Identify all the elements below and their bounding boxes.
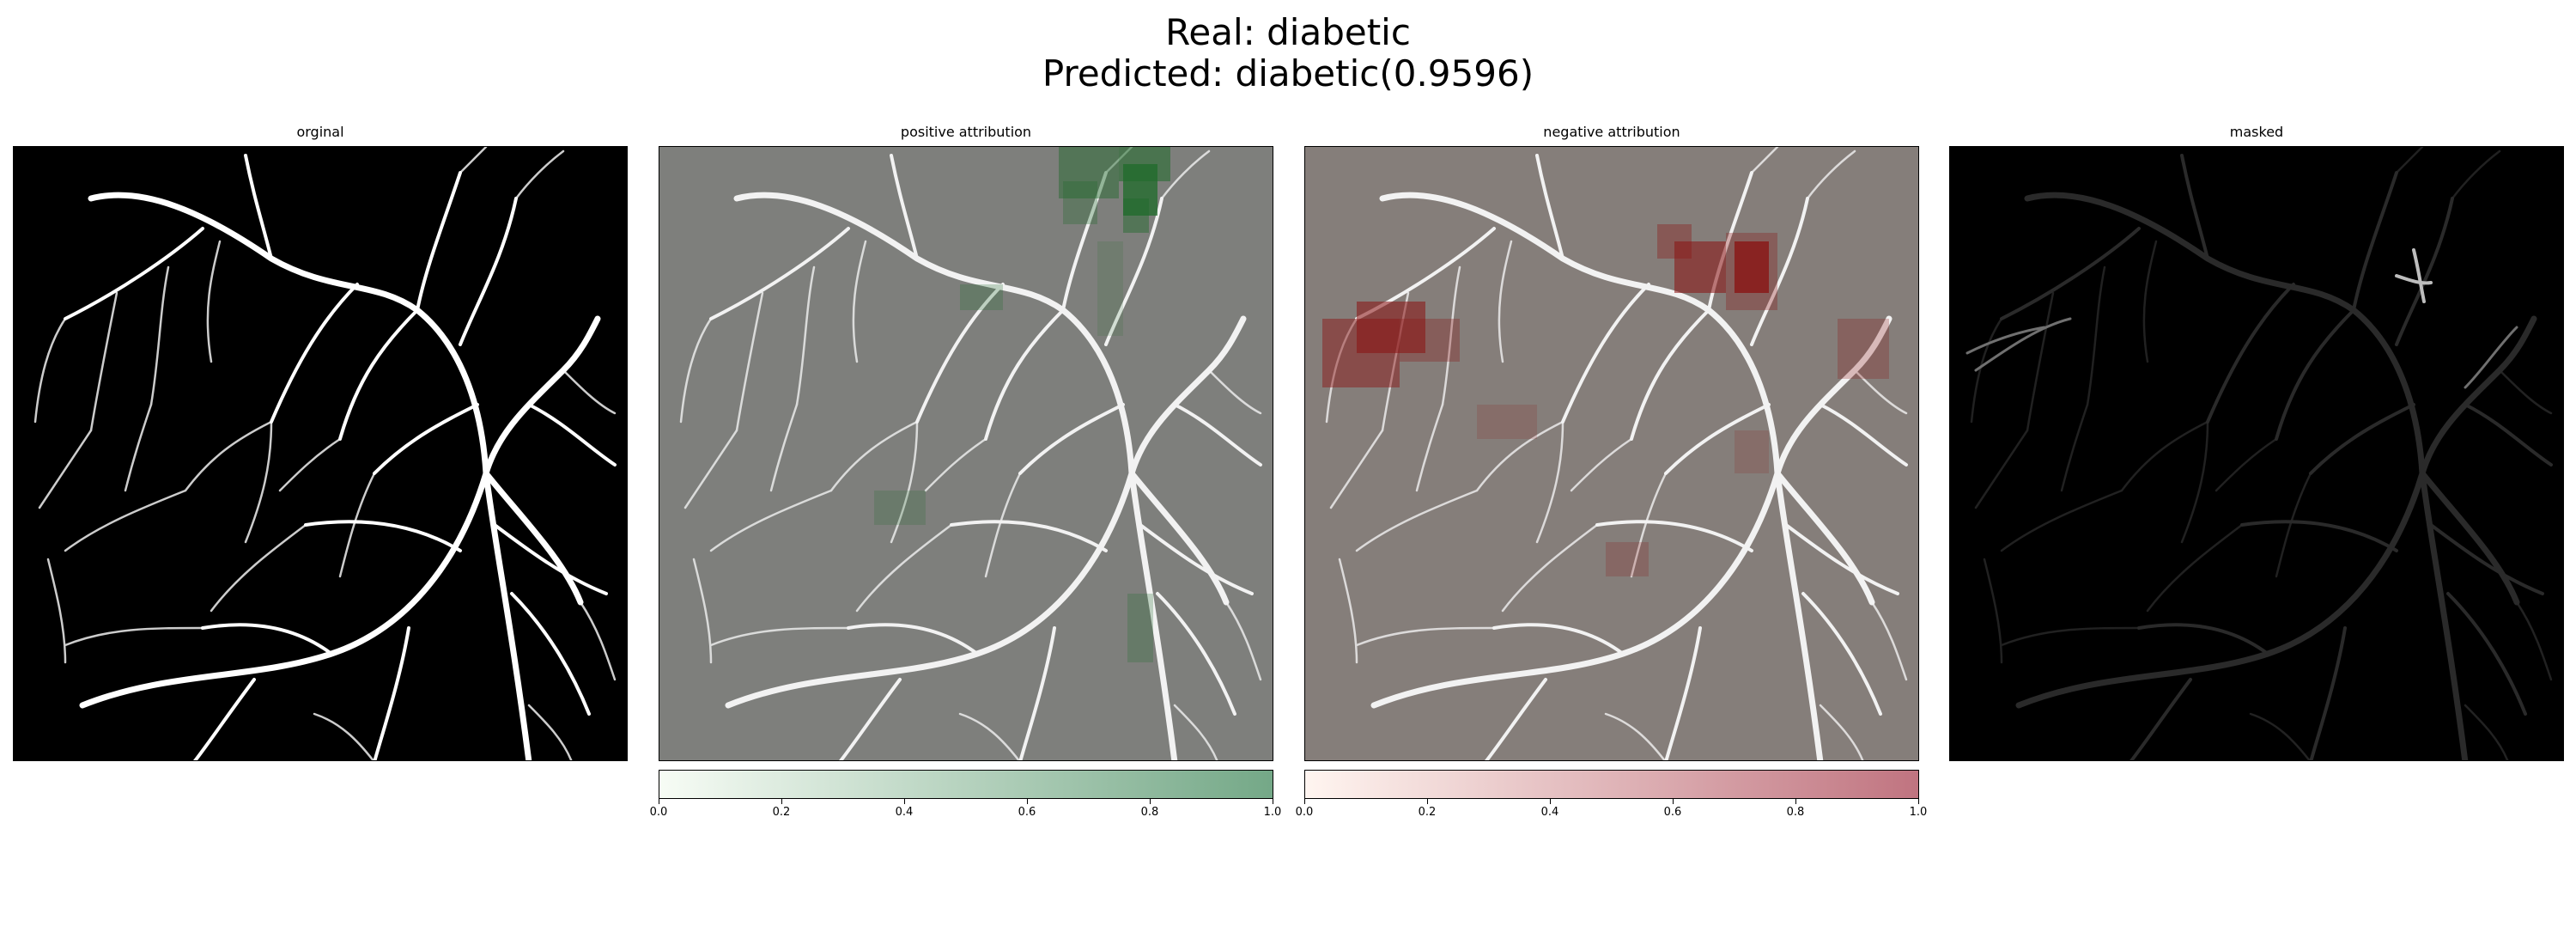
colorbar-tick-label: 0.4 <box>1540 806 1559 819</box>
colorbar-tick-label: 1.0 <box>1909 806 1928 819</box>
positive-attribution-panel <box>659 146 1273 761</box>
original-image-panel <box>13 146 628 761</box>
colorbar-tick-label: 0.8 <box>1786 806 1805 819</box>
colorbar-tick-mark <box>1027 799 1028 804</box>
negative-colorbar <box>1304 770 1919 799</box>
colorbar-tick-label: 0.6 <box>1018 806 1036 819</box>
colorbar-tick-label: 0.2 <box>1418 806 1437 819</box>
panel-title-positive: positive attribution <box>900 124 1032 140</box>
panel-title-original: orginal <box>296 124 344 140</box>
colorbar-tick-label: 0.0 <box>649 806 668 819</box>
retina-vessel-image-negative <box>1322 147 1919 761</box>
positive-colorbar-ticks: 0.0 0.2 0.4 0.6 0.8 1.0 <box>650 799 1281 825</box>
colorbar-tick-mark <box>1427 799 1428 804</box>
colorbar-tick-label: 0.4 <box>895 806 914 819</box>
colorbar-tick-mark <box>1550 799 1551 804</box>
figure-suptitle: Real: diabetic Predicted: diabetic(0.959… <box>0 12 2576 94</box>
masked-image-panel <box>1949 146 2564 761</box>
predicted-label: Predicted: diabetic(0.9596) <box>1042 52 1534 94</box>
retina-vessel-image-positive <box>659 147 1273 761</box>
positive-colorbar <box>659 770 1273 799</box>
colorbar-tick-mark <box>1150 799 1151 804</box>
colorbar-tick-mark <box>781 799 782 804</box>
colorbar-tick-label: 0.0 <box>1295 806 1314 819</box>
real-label: Real: diabetic <box>1165 11 1411 53</box>
colorbar-tick-label: 1.0 <box>1263 806 1282 819</box>
colorbar-tick-mark <box>904 799 905 804</box>
panel-title-masked: masked <box>2229 124 2284 140</box>
negative-attribution-panel <box>1304 146 1919 761</box>
colorbar-tick-mark <box>1795 799 1796 804</box>
panel-title-negative: negative attribution <box>1543 124 1680 140</box>
colorbar-tick-mark <box>1673 799 1674 804</box>
colorbar-tick-label: 0.8 <box>1140 806 1159 819</box>
colorbar-tick-label: 0.6 <box>1663 806 1682 819</box>
retina-vessel-image-masked <box>1965 147 2564 761</box>
colorbar-tick-mark <box>1304 799 1305 804</box>
retina-vessel-image-original <box>14 147 628 761</box>
negative-colorbar-ticks: 0.0 0.2 0.4 0.6 0.8 1.0 <box>1296 799 1927 825</box>
colorbar-tick-label: 0.2 <box>772 806 791 819</box>
colorbar-tick-mark <box>1918 799 1919 804</box>
